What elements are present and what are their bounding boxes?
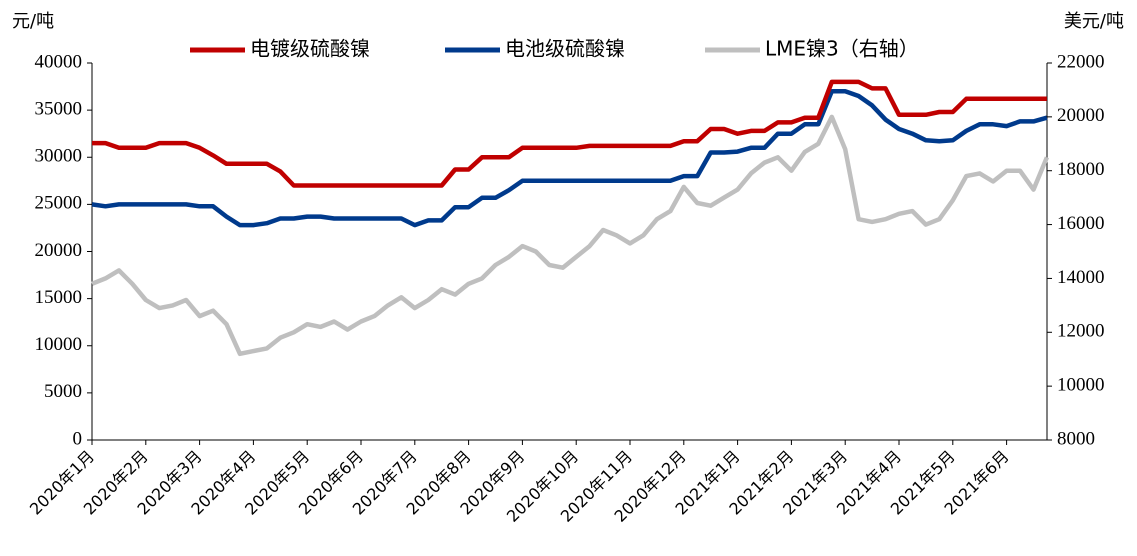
y2-tick-label: 14000 <box>1057 267 1105 288</box>
y2-tick-label: 10000 <box>1057 375 1105 396</box>
y-tick-label: 40000 <box>35 51 83 72</box>
y-tick-label: 15000 <box>35 287 83 308</box>
y2-axis-label: 美元/吨 <box>1064 11 1124 32</box>
y-tick-label: 35000 <box>35 98 83 119</box>
y-tick-label: 30000 <box>35 146 83 167</box>
y2-tick-label: 16000 <box>1057 213 1105 234</box>
legend-label: LME镍3（右轴） <box>765 37 919 61</box>
y2-tick-label: 18000 <box>1057 159 1105 180</box>
y-tick-label: 10000 <box>35 334 83 355</box>
series-line <box>91 114 1049 357</box>
y2-tick-label: 8000 <box>1057 428 1095 449</box>
legend-label: 电镀级硫酸镍 <box>250 37 370 61</box>
series-line <box>92 79 1047 188</box>
y-tick-label: 0 <box>73 428 83 449</box>
y-tick-label: 25000 <box>35 193 83 214</box>
series-line <box>91 89 1048 228</box>
y-axis-label: 元/吨 <box>12 11 54 32</box>
y2-tick-label: 12000 <box>1057 321 1105 342</box>
y-tick-label: 5000 <box>44 381 82 402</box>
legend-label: 电池级硫酸镍 <box>505 37 625 61</box>
y-tick-label: 20000 <box>35 240 83 261</box>
y2-tick-label: 20000 <box>1057 105 1105 126</box>
y2-tick-label: 22000 <box>1057 51 1105 72</box>
